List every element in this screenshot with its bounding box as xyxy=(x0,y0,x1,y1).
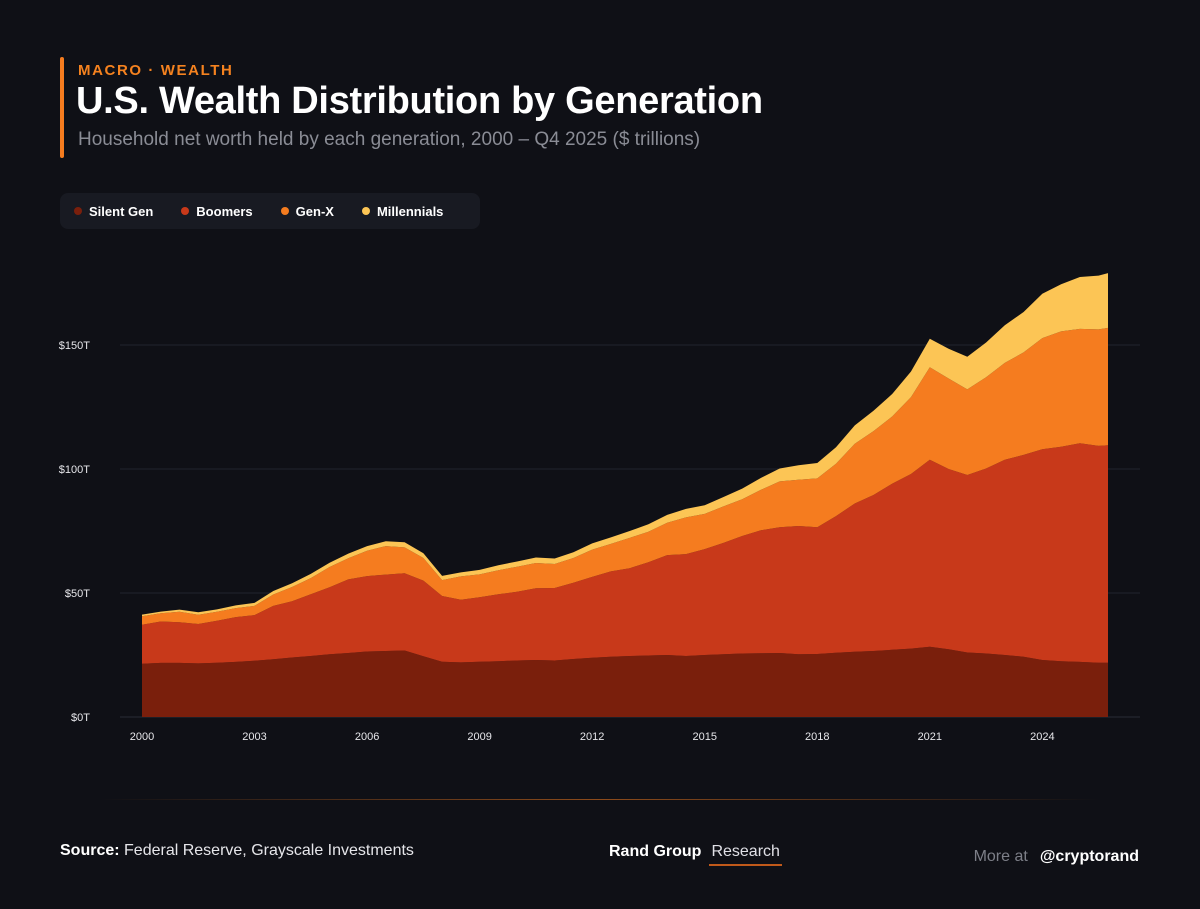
legend-swatch xyxy=(74,207,82,215)
source-label: Source: xyxy=(60,842,120,859)
x-tick-label: 2021 xyxy=(918,731,942,743)
brand-name: Rand Group xyxy=(609,843,702,860)
legend-swatch xyxy=(361,207,370,215)
y-tick-label: $150T xyxy=(59,340,90,352)
legend-swatch xyxy=(280,207,289,215)
area-series-boomers xyxy=(142,443,1108,664)
x-tick-label: 2003 xyxy=(242,731,266,743)
legend-swatch xyxy=(181,207,190,215)
footer-divider xyxy=(100,799,1100,800)
legend-item-boomers[interactable]: Boomers xyxy=(181,203,253,219)
source-note: Source: Federal Reserve, Grayscale Inves… xyxy=(60,842,414,860)
brand: Rand Group Research xyxy=(609,843,782,866)
social-handle: More at @cryptorand xyxy=(974,848,1139,866)
area-series-silent-gen xyxy=(142,646,1108,717)
brand-subtitle: Research xyxy=(709,843,782,866)
y-tick-label: $50T xyxy=(65,588,90,600)
x-tick-label: 2009 xyxy=(467,731,491,743)
legend-item-millennials[interactable]: Millennials xyxy=(361,203,444,219)
title-accent-bar xyxy=(60,57,64,158)
more-label: More at xyxy=(973,848,1028,865)
stacked-area-chart: $0T $50T $100T $150T 2000 2003 2006 2009 2012 201… xyxy=(59,273,1140,743)
chart-subtitle: Household net worth held by each generat… xyxy=(78,129,701,150)
x-tick-label: 2024 xyxy=(1030,731,1054,743)
y-tick-label: $100T xyxy=(59,464,90,476)
x-tick-label: 2000 xyxy=(130,731,154,743)
chart-title: U.S. Wealth Distribution by Generation xyxy=(76,80,763,122)
area-series-gen-x xyxy=(142,327,1108,625)
legend-label: Silent Gen xyxy=(89,203,154,219)
y-tick-label: $0T xyxy=(71,712,90,724)
x-tick-label: 2006 xyxy=(355,731,379,743)
x-tick-label: 2012 xyxy=(580,731,604,743)
legend-label: Gen-X xyxy=(295,203,334,219)
legend-label: Millennials xyxy=(376,203,444,219)
handle-link[interactable]: @cryptorand xyxy=(1039,848,1139,865)
chart-legend: Silent Gen Boomers Gen-X Millennials xyxy=(60,193,480,229)
x-tick-label: 2018 xyxy=(805,731,829,743)
legend-item-gen-x[interactable]: Gen-X xyxy=(280,203,334,219)
x-tick-label: 2015 xyxy=(692,731,716,743)
eyebrow-label: MACRO · WEALTH xyxy=(78,62,234,79)
source-text: Federal Reserve, Grayscale Investments xyxy=(124,842,414,859)
legend-item-silent-gen[interactable]: Silent Gen xyxy=(74,204,153,219)
legend-label: Boomers xyxy=(196,203,253,219)
